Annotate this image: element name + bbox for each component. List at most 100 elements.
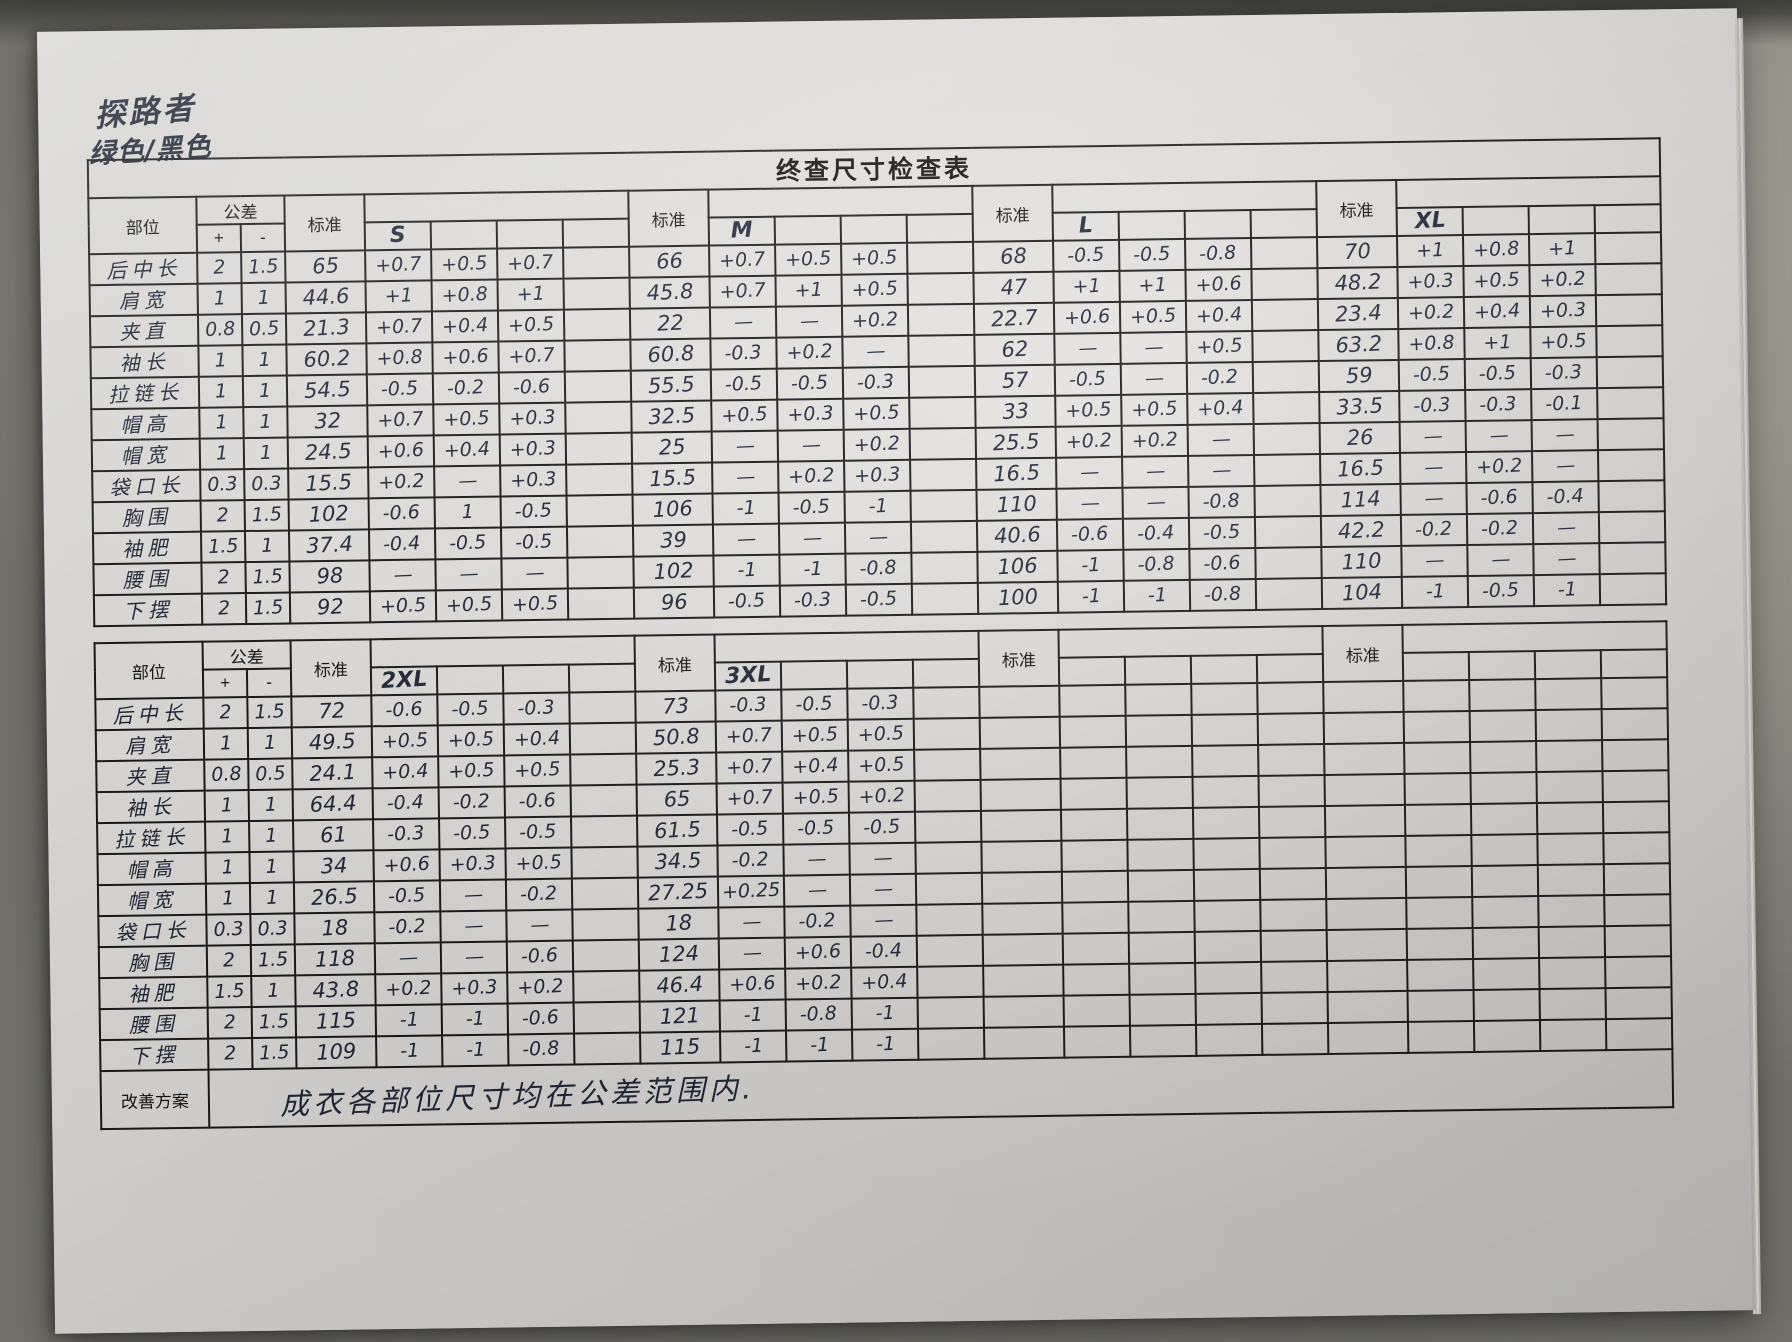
measurement-cell: — bbox=[1120, 331, 1187, 364]
measurement-cell bbox=[1061, 870, 1129, 903]
measurement-value: +0.7 bbox=[506, 250, 554, 275]
tolerance-plus-cell: 0.8 bbox=[204, 759, 249, 791]
standard-value: 60.2 bbox=[302, 345, 351, 372]
standard-value-cell: 62 bbox=[974, 333, 1055, 366]
standard-value-cell: 60.8 bbox=[630, 338, 711, 371]
standard-value-cell: 118 bbox=[294, 943, 376, 976]
tolerance-minus-value: 1 bbox=[264, 792, 278, 816]
measurement-value: +0.5 bbox=[515, 850, 563, 875]
measurement-value: +0.6 bbox=[794, 939, 842, 964]
standard-value-cell: 32.5 bbox=[631, 400, 712, 433]
standard-value-cell: 96 bbox=[633, 586, 715, 619]
standard-value-cell: 124 bbox=[638, 938, 720, 971]
standard-value: 16.5 bbox=[1336, 454, 1385, 482]
measurement-cell: — bbox=[434, 465, 501, 498]
tolerance-plus-header: + bbox=[196, 224, 242, 253]
measurement-cell bbox=[1194, 899, 1261, 932]
measurement-cell: -0.2 bbox=[1400, 514, 1468, 546]
standard-value: 21.3 bbox=[302, 314, 351, 341]
standard-value-cell: 92 bbox=[289, 591, 371, 624]
standard-value-cell bbox=[980, 778, 1061, 811]
measurement-value: 1 bbox=[461, 500, 475, 523]
measurement-cell: +0.4 bbox=[1463, 296, 1531, 329]
measurement-value: +0.2 bbox=[1131, 427, 1179, 452]
measurement-cell-empty bbox=[1261, 992, 1328, 1024]
tolerance-plus-value: 1 bbox=[221, 855, 235, 879]
tolerance-plus-value: 2 bbox=[223, 1010, 237, 1034]
measurement-cell: — bbox=[506, 909, 573, 942]
standard-column-header: 标准 bbox=[628, 189, 710, 247]
measurement-value: +0.5 bbox=[442, 406, 490, 431]
measurement-cell-empty bbox=[915, 872, 983, 905]
measurement-cell: — bbox=[1399, 421, 1466, 453]
measurement-cell-empty bbox=[565, 401, 632, 434]
measurement-cell: +0.6 bbox=[1053, 301, 1121, 334]
measurement-value: -0.5 bbox=[1478, 361, 1517, 385]
measurement-cell: -1 bbox=[713, 554, 780, 587]
measurement-value: -0.5 bbox=[724, 371, 763, 396]
measurement-cell: +0.7 bbox=[365, 311, 433, 344]
measurement-cell: +0.5 bbox=[841, 242, 908, 275]
measurement-cell: -0.5 bbox=[848, 811, 916, 844]
measurement-cell: +0.2 bbox=[841, 304, 909, 337]
measurement-value: +0.5 bbox=[850, 245, 898, 270]
standard-value-cell: 46.4 bbox=[639, 969, 720, 1002]
measurement-cell: — bbox=[1122, 455, 1189, 488]
standard-value: 49.5 bbox=[307, 728, 356, 755]
measurement-cell-empty bbox=[1604, 894, 1671, 927]
standard-value-cell: 54.5 bbox=[286, 374, 368, 407]
measurement-cell: -0.5 bbox=[710, 368, 778, 401]
measurement-value: -0.5 bbox=[797, 815, 836, 840]
part-column-header: 部位 bbox=[88, 196, 198, 255]
measurement-cell-empty bbox=[572, 939, 640, 972]
standard-value-cell bbox=[1324, 773, 1405, 807]
standard-value: 43.8 bbox=[311, 976, 360, 1003]
standard-value-cell: 25 bbox=[631, 431, 713, 464]
tolerance-minus-cell: 1 bbox=[248, 789, 294, 822]
measurement-value: -0.6 bbox=[521, 1005, 560, 1030]
tolerance-minus-cell: 0.5 bbox=[241, 313, 287, 346]
improvement-plan-text: 成衣各部位尺寸均在公差范围内. bbox=[279, 1071, 756, 1122]
tolerance-plus-value: 0.8 bbox=[204, 317, 236, 341]
measurement-value: +0.7 bbox=[725, 723, 773, 748]
tolerance-minus-value: 1.5 bbox=[253, 699, 286, 723]
measurement-cell: -0.5 bbox=[373, 880, 441, 913]
part-name: 袖长 bbox=[119, 349, 171, 376]
measurement-cell-empty bbox=[1258, 806, 1326, 838]
measurement-cell: -0.3 bbox=[842, 366, 910, 399]
measurement-cell: +0.7 bbox=[498, 340, 565, 373]
tolerance-minus-value: 1.5 bbox=[252, 595, 284, 619]
measurement-cell-empty bbox=[911, 582, 979, 615]
measurement-value: +0.3 bbox=[508, 405, 556, 430]
tolerance-plus-cell: 1 bbox=[198, 345, 243, 377]
column-header-cell bbox=[774, 215, 842, 245]
measurement-cell: -0.5 bbox=[505, 816, 572, 849]
measurement-value: -0.6 bbox=[1203, 551, 1242, 575]
measurement-cell bbox=[1407, 1020, 1475, 1053]
tolerance-minus-cell: 1 bbox=[243, 437, 289, 470]
standard-value-cell: 106 bbox=[632, 493, 713, 526]
measurement-cell bbox=[1128, 900, 1195, 933]
measurement-cell bbox=[1404, 803, 1472, 836]
measurement-cell-empty bbox=[573, 970, 640, 1003]
measurement-cell: -0.3 bbox=[1465, 389, 1532, 422]
measurement-cell: -0.6 bbox=[504, 785, 572, 818]
tolerance-minus-cell: 1 bbox=[249, 820, 294, 853]
measurement-cell: -0.8 bbox=[785, 998, 853, 1031]
column-header-cell bbox=[496, 219, 564, 249]
part-name: 后中长 bbox=[111, 700, 188, 729]
measurement-cell-empty bbox=[1252, 330, 1319, 362]
tolerance-plus-value: 0.3 bbox=[212, 917, 245, 941]
standard-value-cell: 121 bbox=[639, 1000, 721, 1033]
standard-value: 32 bbox=[313, 407, 342, 434]
measurement-value: — bbox=[872, 846, 893, 870]
size-block-header bbox=[708, 185, 973, 218]
tolerance-plus-cell: 2 bbox=[203, 697, 248, 729]
part-name-cell: 夹直 bbox=[89, 314, 199, 348]
tables-area: 终查尺寸检查表 部位 公差 标准 标准 标准 标准 + - S M L XL 后中长 2 1.5 65 +0.7 +… bbox=[87, 137, 1675, 1145]
measurement-value: +1 bbox=[1415, 238, 1445, 262]
standard-value-cell: 44.6 bbox=[285, 281, 366, 314]
measurement-cell: +0.7 bbox=[716, 751, 783, 784]
part-column-header: 部位 bbox=[94, 641, 204, 700]
measurement-cell: +0.3 bbox=[1529, 295, 1597, 328]
